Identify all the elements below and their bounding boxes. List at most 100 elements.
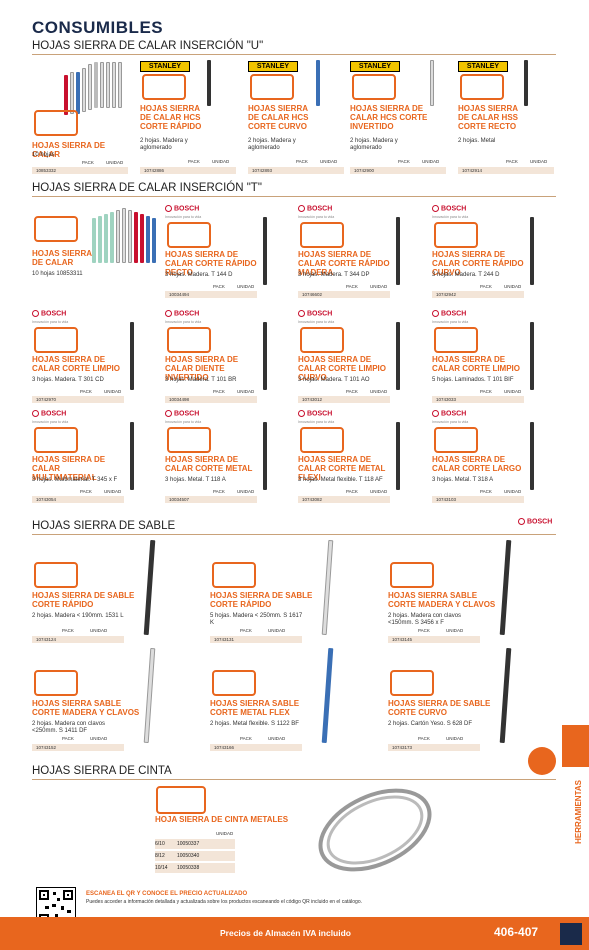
pack-label: PACK [80,489,92,494]
product-desc: 3 hojas. Multimaterial. T 345 x F [32,477,118,483]
product-name: HOJAS SIERRA SABLE CORTE MADERA Y CLAVOS [388,591,496,609]
bosch-logo: BOSCH [298,205,332,212]
blade-image [143,539,156,636]
pack-label: PACK [80,389,92,394]
pack-label: PACK [506,159,518,164]
product-code: 10743173 [392,745,413,750]
code-bar [165,496,257,503]
blade-image [263,422,267,490]
product-code: 10743012 [302,397,323,402]
product-name: HOJAS SIERRA DE CALAR CORTE RÁPIDO CURVO [432,250,524,277]
blade-image [396,217,400,285]
product-desc: 5 hojas. Laminados. T 101 BIF [432,377,514,383]
product-desc: 2 hojas. Madera con clavos <150mm. S 345… [388,613,462,626]
product-desc: 2 hojas. Metal [458,138,496,144]
code-bar [432,396,524,403]
blade-image [140,214,144,263]
product-desc: 2 hojas. Madera < 190mm. 1531 L [32,613,124,619]
product-desc: 2 hojas. Madera y aglomerado [248,138,296,151]
product-desc: 3 hojas. Metal flexible. T 118 AF [298,477,383,483]
product-code: 10034494 [169,292,190,297]
product-name: HOJAS SIERRA DE CALAR HCS CORTE INVERTID… [350,104,428,131]
code-bar [140,167,236,174]
blade-image [100,62,104,108]
section-heading-u: HOJAS SIERRA DE CALAR INSERCIÓN "U" [32,40,264,52]
pack-label: PACK [188,159,200,164]
section-divider [32,779,556,780]
price-placeholder [34,427,78,453]
section-divider [32,196,556,197]
code-bar [298,496,390,503]
price-placeholder [460,74,504,100]
product-name: HOJAS SIERRA DE CALAR HCS CORTE CURVO [248,104,309,131]
bosch-logo: BOSCH [32,410,66,417]
stanley-logo: STANLEY [248,61,298,72]
product-name: HOJA SIERRA DE CINTA METALES [155,815,289,824]
price-placeholder [434,427,478,453]
code-bar [432,496,524,503]
unidad-label: UNIDAD [446,736,464,741]
product-code: 10743166 [214,745,235,750]
unidad-label: UNIDAD [530,159,548,164]
code-bar [432,291,524,298]
pack-label: PACK [213,284,225,289]
price-placeholder [390,670,434,696]
product-desc: 3 hojas. Madera. T 301 CD [32,377,104,383]
code-bar [32,496,124,503]
size-cell: 8/12 [155,853,165,859]
blade-image [530,422,534,490]
bosch-tagline: Innovación para tu vida [432,320,469,324]
section-heading-sable: HOJAS SIERRA DE SABLE [32,520,176,532]
bosch-tagline: Innovación para tu vida [298,215,335,219]
cinta-table: 6/10 10050337 8/12 10050340 10/14 100503… [155,839,235,873]
product-desc: 3 hojas. Madera. T 244 D [432,272,500,278]
price-placeholder [34,110,78,136]
blade-image [263,217,267,285]
qr-body: Puedes acceder a información detallada y… [86,899,363,905]
bosch-tagline: Innovación para tu vida [165,420,202,424]
product-code: 10743054 [36,497,57,502]
code-bar [32,744,124,751]
product-code: 10034507 [169,497,190,502]
unidad-label: UNIDAD [104,489,122,494]
blade-image [152,218,156,263]
size-cell: 10/14 [155,865,168,871]
blade-image [82,68,86,112]
product-name: HOJAS SIERRA DE CALAR CORTE METAL [165,455,253,473]
table-row: 10/14 10050338 [155,863,235,873]
product-code: 10742942 [436,292,457,297]
footer-bar: Precios de Almacén IVA incluido 406-407 [0,917,589,950]
price-placeholder [34,216,78,242]
product-name: HOJAS SIERRA DE SABLE CORTE CURVO [388,699,491,717]
product-name: HOJAS SIERRA DE CALAR [32,141,106,159]
bosch-logo: BOSCH [298,410,332,417]
unidad-label: UNIDAD [370,389,388,394]
bosch-logo: BOSCH [165,205,199,212]
price-placeholder [34,670,78,696]
product-name: HOJAS SIERRA SABLE CORTE MADERA Y CLAVOS [32,699,140,717]
code-bar [165,291,257,298]
blade-image [104,214,108,263]
side-label: HERRAMIENTAS [574,780,583,844]
brand-logo-icon [560,923,582,945]
unidad-label: UNIDAD [504,489,522,494]
product-desc: 3 hojas. Metal. T 118 A [165,477,226,483]
product-desc: 3 hojas. Madera. T 101 AO [298,377,370,383]
stanley-logo: STANLEY [140,61,190,72]
unidad-label: UNIDAD [212,159,230,164]
product-name: HOJAS SIERRA DE CALAR MULTIMATERIAL [32,455,106,482]
product-name: HOJAS SIERRA DE CALAR CORTE RÁPIDO RECTO [165,250,257,277]
qr-heading: ESCANEA EL QR Y CONOCE EL PRECIO ACTUALI… [86,891,248,897]
product-desc: 2 hojas. Metal flexible. S 1122 BF [210,721,299,727]
blade-image [110,212,114,263]
code-bar [298,396,390,403]
pack-label: PACK [346,389,358,394]
code-bar [210,744,302,751]
product-name: HOJAS SIERRA DE CALAR CORTE RÁPIDO MADER… [298,250,390,277]
price-placeholder [167,427,211,453]
side-tab [562,725,589,767]
unidad-label: UNIDAD [446,628,464,633]
unidad-label: UNIDAD [104,389,122,394]
product-desc: 10 hojas [32,152,55,158]
bosch-logo: BOSCH [518,518,552,525]
